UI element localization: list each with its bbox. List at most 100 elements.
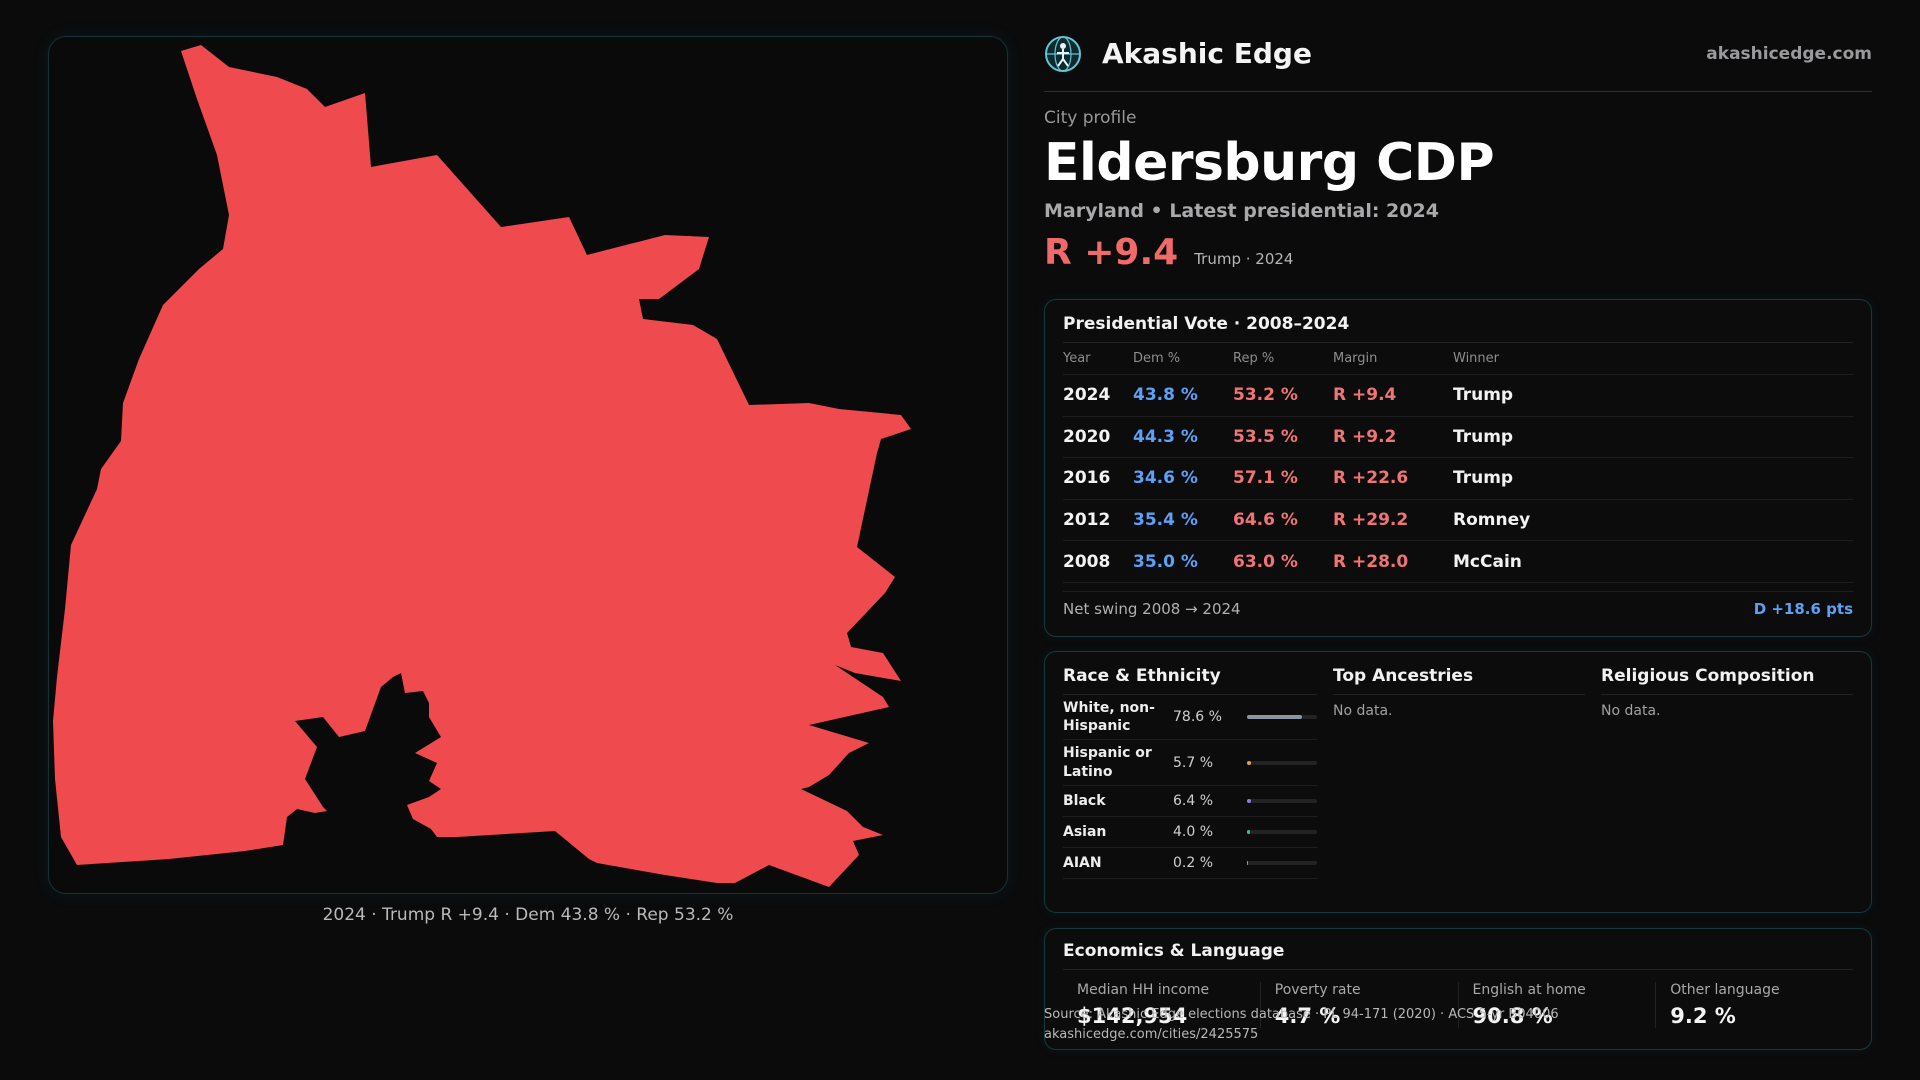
race-ethnicity-section: Race & Ethnicity White, non-Hispanic 78.… <box>1063 666 1317 879</box>
table-row: 2008 35.0 % 63.0 % R +28.0 McCain <box>1063 541 1853 583</box>
row-dem: 43.8 % <box>1133 385 1198 406</box>
race-percent: 6.4 % <box>1173 792 1214 809</box>
row-year: 2012 <box>1063 510 1111 531</box>
row-rep: 64.6 % <box>1233 510 1298 531</box>
list-item: Black 6.4 % <box>1063 786 1317 817</box>
header-margin: Margin <box>1333 351 1378 366</box>
stat-label: Other language <box>1670 982 1780 998</box>
race-bar <box>1247 860 1317 865</box>
row-rep: 53.2 % <box>1233 385 1298 406</box>
row-winner: Trump <box>1453 385 1514 406</box>
row-dem: 34.6 % <box>1133 468 1198 489</box>
race-label: Hispanic or Latino <box>1063 745 1152 780</box>
header-rep: Rep % <box>1233 351 1275 366</box>
religion-empty: No data. <box>1601 703 1661 719</box>
row-rep: 57.1 % <box>1233 468 1298 489</box>
race-percent: 78.6 % <box>1173 709 1222 726</box>
race-label: Asian <box>1063 823 1107 840</box>
table-row: 2016 34.6 % 57.1 % R +22.6 Trump <box>1063 458 1853 500</box>
list-item: Asian 4.0 % <box>1063 817 1317 848</box>
list-item: White, non-Hispanic 78.6 % <box>1063 695 1317 741</box>
net-swing-label: Net swing 2008 → 2024 <box>1063 599 1241 618</box>
stat-value: $142,954 <box>1077 1004 1188 1028</box>
row-rep: 53.5 % <box>1233 426 1298 447</box>
demographics-card: Race & Ethnicity White, non-Hispanic 78.… <box>1044 651 1872 913</box>
table-row: 2024 43.8 % 53.2 % R +9.4 Trump <box>1063 375 1853 417</box>
list-item: AIAN 0.2 % <box>1063 848 1317 879</box>
economics-card: Economics & Language Median HH income $1… <box>1044 928 1872 1050</box>
page-subtitle: Maryland • Latest presidential: 2024 <box>1044 199 1439 222</box>
stat-english-home: English at home 90.8 % <box>1457 982 1656 1028</box>
vote-table-header: Year Dem % Rep % Margin Winner <box>1063 343 1853 375</box>
stat-value: 90.8 % <box>1472 1004 1553 1028</box>
stat-other-language: Other language 9.2 % <box>1655 982 1853 1028</box>
row-margin: R +9.2 <box>1333 426 1397 447</box>
map-panel <box>48 36 1008 894</box>
race-bar-fill <box>1247 829 1250 834</box>
row-dem: 35.0 % <box>1133 551 1198 572</box>
header-dem: Dem % <box>1133 351 1181 366</box>
race-percent: 4.0 % <box>1173 823 1214 840</box>
page-title: Eldersburg CDP <box>1044 133 1495 193</box>
race-label: Black <box>1063 792 1106 809</box>
religion-title: Religious Composition <box>1601 666 1853 695</box>
latest-margin-value: R +9.4 <box>1044 231 1179 273</box>
row-winner: Trump <box>1453 468 1514 489</box>
table-row: 2020 44.3 % 53.5 % R +9.2 Trump <box>1063 417 1853 459</box>
city-boundary-shape[interactable] <box>53 45 911 887</box>
row-year: 2016 <box>1063 468 1111 489</box>
city-boundary-map <box>53 45 911 887</box>
row-year: 2024 <box>1063 385 1111 406</box>
race-bar-fill <box>1247 760 1251 765</box>
profile-column: Akashic Edge akashicedge.com City profil… <box>1044 35 1872 273</box>
race-bar <box>1247 760 1317 765</box>
row-rep: 63.0 % <box>1233 551 1298 572</box>
row-year: 2020 <box>1063 426 1111 447</box>
row-margin: R +22.6 <box>1333 468 1409 489</box>
net-swing-value: D +18.6 pts <box>1753 599 1853 618</box>
stat-value: 4.7 % <box>1274 1004 1341 1028</box>
presidential-vote-card: Presidential Vote · 2008–2024 Year Dem %… <box>1044 299 1872 637</box>
stat-label: Poverty rate <box>1274 982 1361 998</box>
source-citation: Source: Akashic Edge elections database … <box>1044 1007 1559 1022</box>
latest-margin: R +9.4 Trump · 2024 <box>1044 232 1872 273</box>
vote-card-title: Presidential Vote · 2008–2024 <box>1063 314 1853 343</box>
race-percent: 0.2 % <box>1173 854 1214 871</box>
race-bar-fill <box>1247 798 1252 803</box>
race-label: White, non-Hispanic <box>1063 700 1155 735</box>
row-dem: 35.4 % <box>1133 510 1198 531</box>
brand-name: Akashic Edge <box>1102 37 1312 70</box>
race-percent: 5.7 % <box>1173 754 1214 771</box>
row-margin: R +28.0 <box>1333 551 1409 572</box>
ancestries-section: Top Ancestries No data. <box>1333 666 1585 879</box>
net-swing-row: Net swing 2008 → 2024 D +18.6 pts <box>1063 590 1853 618</box>
row-winner: Trump <box>1453 426 1514 447</box>
row-margin: R +29.2 <box>1333 510 1409 531</box>
stat-median-income: Median HH income $142,954 <box>1063 982 1260 1028</box>
race-bar <box>1247 715 1317 720</box>
stat-label: Median HH income <box>1077 982 1210 998</box>
race-label: AIAN <box>1063 854 1102 871</box>
ancestries-title: Top Ancestries <box>1333 666 1585 695</box>
economics-title: Economics & Language <box>1063 941 1853 970</box>
religion-section: Religious Composition No data. <box>1601 666 1853 879</box>
brand[interactable]: Akashic Edge <box>1044 35 1312 73</box>
page-kicker: City profile <box>1044 108 1137 128</box>
row-winner: McCain <box>1453 551 1522 572</box>
race-bar <box>1247 829 1317 834</box>
row-margin: R +9.4 <box>1333 385 1397 406</box>
brand-url-link[interactable]: akashicedge.com <box>1706 43 1872 64</box>
globe-person-icon <box>1045 35 1081 72</box>
stat-label: English at home <box>1472 982 1586 998</box>
stat-poverty-rate: Poverty rate 4.7 % <box>1259 982 1458 1028</box>
header-winner: Winner <box>1453 351 1500 366</box>
brand-header: Akashic Edge akashicedge.com <box>1044 35 1872 92</box>
row-dem: 44.3 % <box>1133 426 1198 447</box>
ancestries-empty: No data. <box>1333 703 1393 719</box>
table-row: 2012 35.4 % 64.6 % R +29.2 Romney <box>1063 500 1853 542</box>
source-footer: Source: Akashic Edge elections database … <box>1044 1005 1559 1044</box>
header-year: Year <box>1063 351 1091 366</box>
row-year: 2008 <box>1063 551 1111 572</box>
row-winner: Romney <box>1453 510 1531 531</box>
source-url-link[interactable]: akashicedge.com/cities/2425575 <box>1044 1026 1259 1042</box>
